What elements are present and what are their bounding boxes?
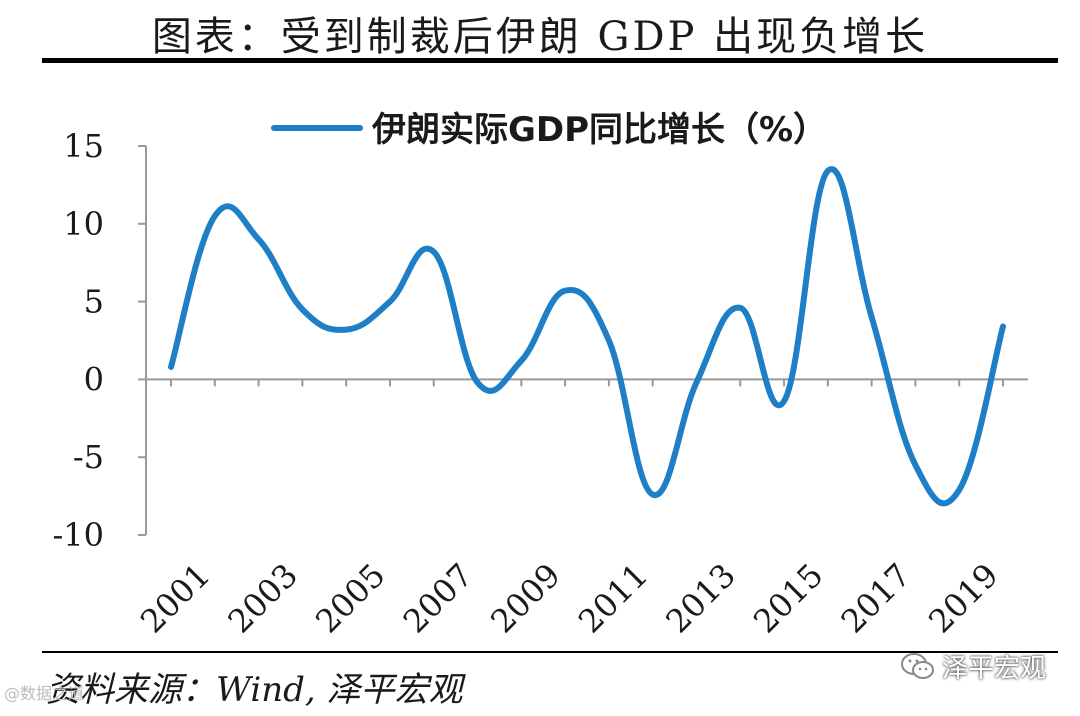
x-tick-label: 2013 bbox=[658, 556, 742, 640]
y-tick-labels: 15 10 5 0 -5 -10 bbox=[52, 127, 104, 554]
y-tick-label: 0 bbox=[84, 360, 104, 398]
y-tick-label: -10 bbox=[52, 516, 104, 554]
chart-axes bbox=[138, 145, 1028, 536]
title-rule bbox=[42, 58, 1058, 63]
x-tick-labels: 2001 2003 2005 2007 2009 2011 2013 2015 2017 2019 bbox=[133, 556, 1006, 640]
series-line bbox=[168, 166, 1006, 507]
x-tick-label: 2019 bbox=[921, 556, 1005, 640]
y-tick-label: -5 bbox=[73, 438, 104, 476]
x-tick-label: 2003 bbox=[221, 556, 305, 640]
wechat-icon bbox=[901, 652, 934, 679]
y-tick-label: 15 bbox=[63, 127, 104, 165]
watermark-text: 泽平宏观 bbox=[942, 654, 1047, 684]
x-tick-label: 2005 bbox=[308, 556, 392, 640]
y-tick-label: 10 bbox=[63, 205, 104, 243]
y-tick-label: 5 bbox=[84, 283, 104, 321]
watermark: 泽平宏观 bbox=[900, 648, 1046, 685]
x-tick-label: 2009 bbox=[483, 556, 567, 640]
chart-legend: 伊朗实际GDP同比增长（%） bbox=[271, 110, 827, 150]
corner-watermark: @数据之道 bbox=[4, 684, 85, 703]
series-group bbox=[168, 166, 1006, 507]
footer-rule bbox=[42, 651, 1058, 653]
source-note: 资料来源：Wind, 泽平宏观 bbox=[46, 670, 463, 710]
x-tick-label: 2007 bbox=[396, 556, 480, 640]
legend-label: 伊朗实际GDP同比增长（%） bbox=[371, 110, 827, 150]
x-tick-label: 2001 bbox=[133, 556, 217, 640]
x-tick-label: 2015 bbox=[746, 556, 830, 640]
page-title: 图表：受到制裁后伊朗 GDP 出现负增长 bbox=[151, 14, 929, 60]
x-tick-label: 2017 bbox=[834, 556, 918, 640]
x-tick-label: 2011 bbox=[571, 556, 655, 640]
